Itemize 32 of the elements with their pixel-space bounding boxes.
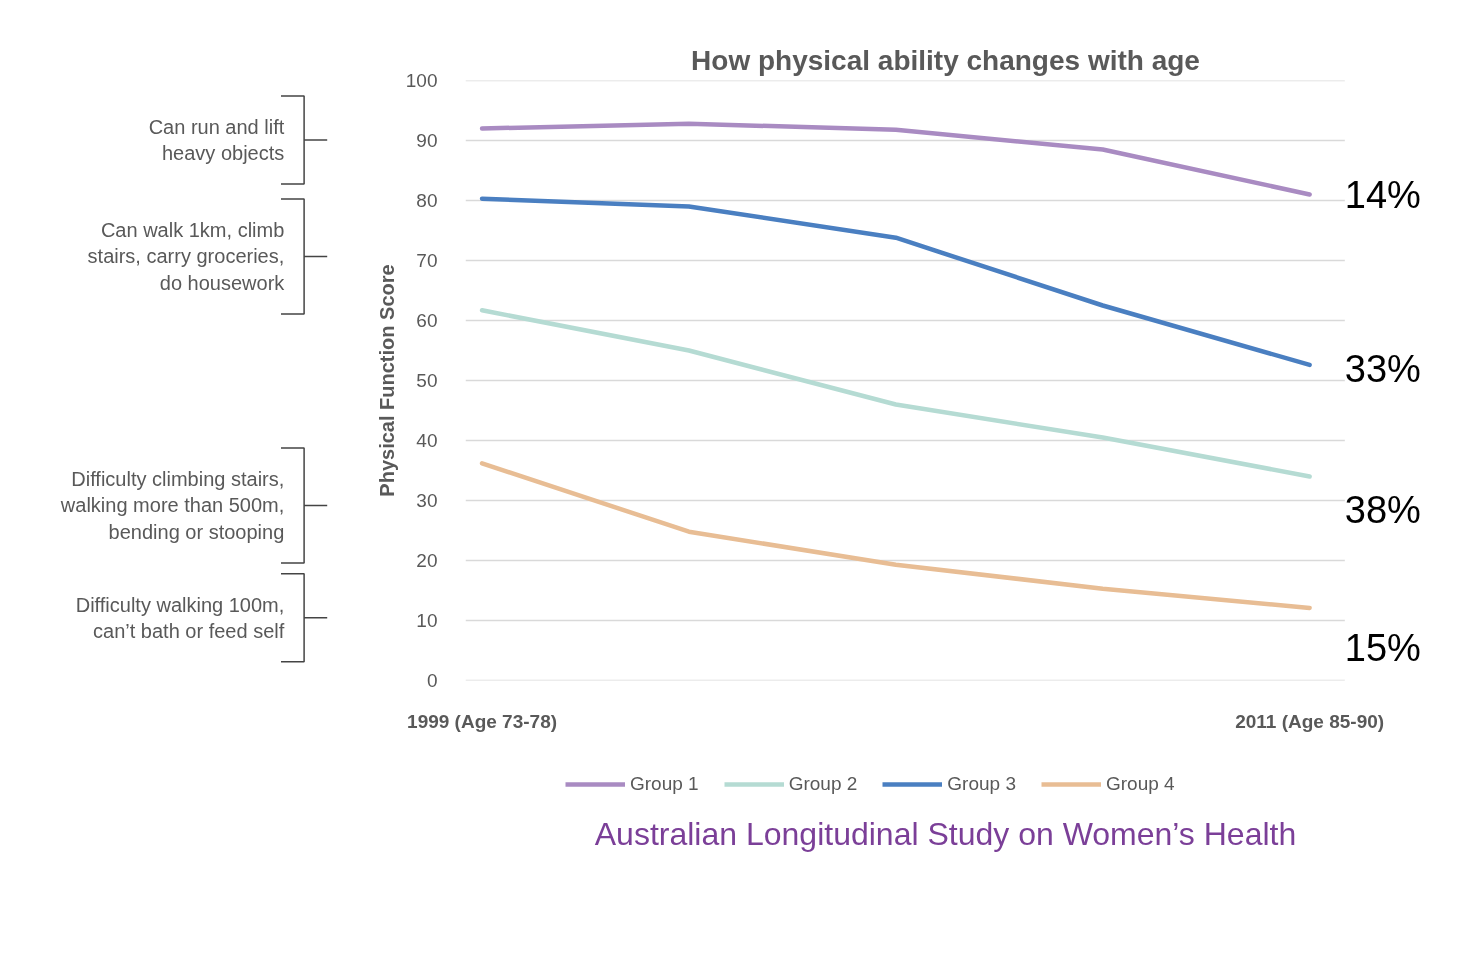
- legend-label: Group 4: [1105, 773, 1175, 795]
- text: Can run and lift heavy objects: [148, 115, 285, 165]
- text: Can walk 1km, climb stairs, carry groceries, do housework: [87, 219, 286, 294]
- annotation: 33%: [1344, 347, 1421, 390]
- y-tick-label: 30: [416, 490, 438, 511]
- x-tick-label: 1999 (Age 73-78): [407, 710, 558, 732]
- y-axis-title: Physical Function Score: [375, 264, 398, 497]
- y-tick-label: 50: [416, 370, 438, 391]
- annotation: 14%: [1344, 173, 1421, 216]
- y-tick-label: 100: [405, 70, 438, 91]
- text: Difficulty walking 100m, can’t bath or feed self: [75, 593, 285, 642]
- line-series: [479, 461, 1312, 611]
- legend-label: Group 2: [788, 773, 858, 795]
- line-series: [479, 308, 1312, 479]
- text: Difficulty climbing stairs, walking more than 500m, bending or stooping: [59, 468, 285, 543]
- y-tick-label: 90: [416, 130, 438, 151]
- line-series: [479, 196, 1312, 368]
- annotation: 38%: [1344, 488, 1421, 531]
- y-tick-label: 10: [416, 610, 438, 631]
- y-tick-label: 80: [416, 190, 438, 211]
- y-tick-label: 20: [416, 550, 438, 571]
- legend-label: Group 3: [947, 773, 1016, 795]
- y-tick-label: 70: [416, 250, 438, 271]
- chart-title: How physical ability changes with age: [691, 44, 1200, 76]
- y-tick-label: 60: [416, 310, 438, 331]
- legend-label: Group 1: [630, 773, 699, 795]
- line-series: [479, 121, 1312, 197]
- y-tick-label: 40: [416, 430, 438, 451]
- text: Australian Longitudinal Study on Women’s Health: [594, 816, 1297, 853]
- x-tick-label: 2011 (Age 85-90): [1235, 710, 1385, 732]
- y-tick-label: 0: [426, 670, 438, 691]
- annotation: 15%: [1344, 626, 1421, 669]
